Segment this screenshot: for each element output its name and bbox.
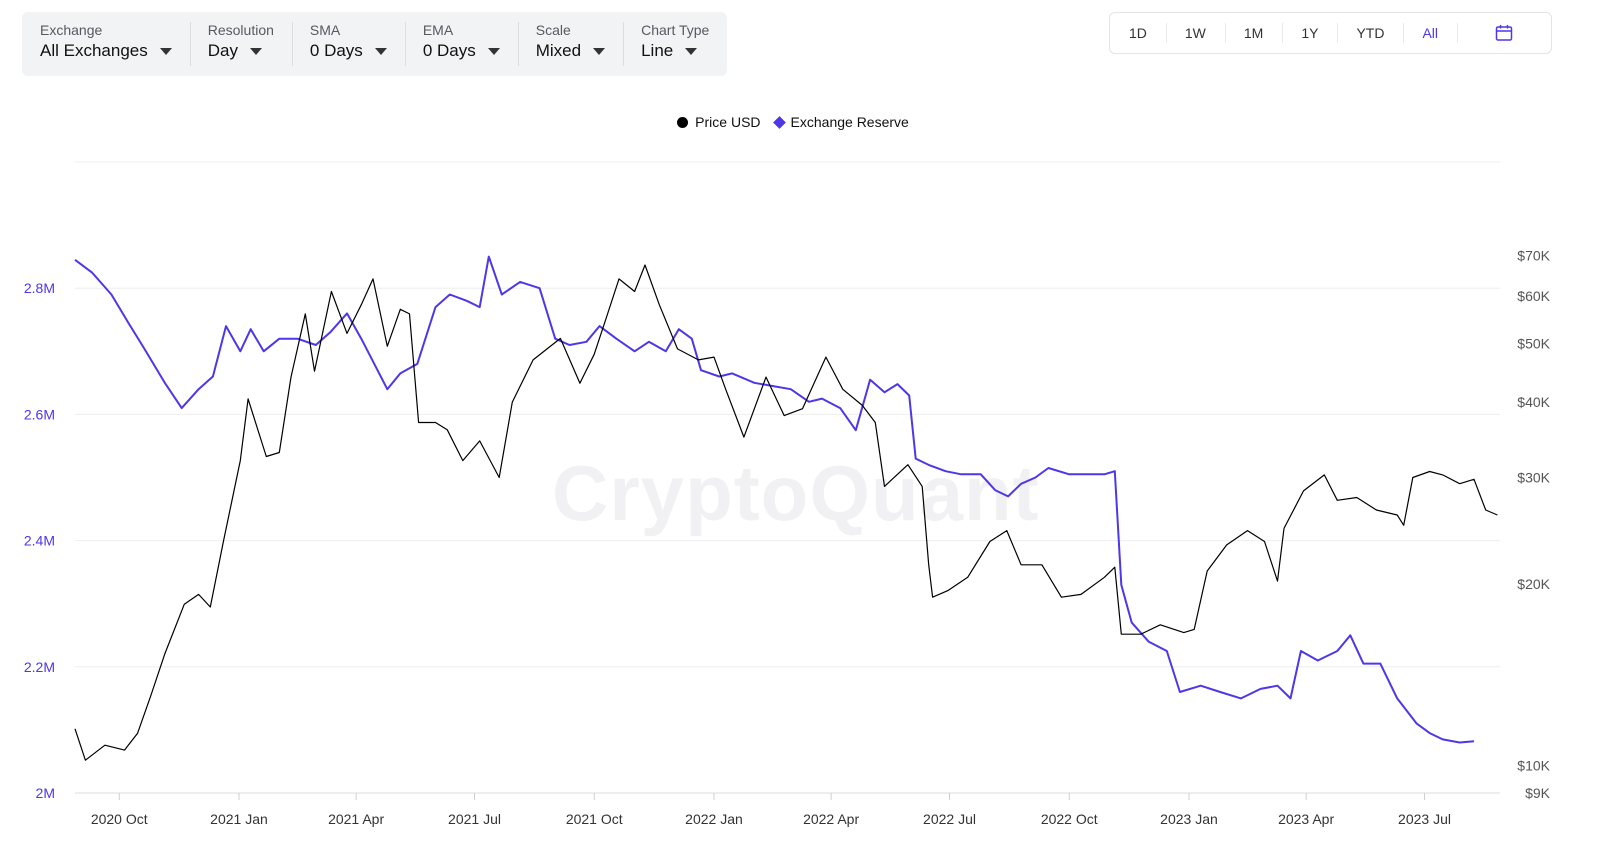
x-tick-label: 2023 Jan [1160, 811, 1218, 827]
y-left-tick-label: 2.6M [24, 406, 55, 422]
ema-select-label: EMA [422, 22, 454, 38]
range-button-all[interactable]: All [1403, 13, 1457, 53]
legend-label-price: Price USD [695, 114, 761, 130]
range-button-1m[interactable]: 1M [1224, 13, 1282, 53]
y-right-tick-label: $10K [1517, 757, 1550, 773]
series-line-exchange-reserve [74, 255, 1475, 744]
y-right-tick-label: $70K [1517, 247, 1550, 263]
chart-type-select-label: Chart Type [641, 22, 710, 38]
caret-down-icon [249, 48, 262, 56]
circle-marker-icon [677, 116, 689, 128]
y-right-tick-label: $60K [1517, 288, 1550, 304]
y-right-tick-label: $30K [1517, 470, 1550, 486]
exchange-select-label: Exchange [40, 22, 103, 38]
x-tick-label: 2023 Jul [1398, 811, 1451, 827]
caret-down-icon [159, 48, 172, 56]
calendar-icon [1495, 25, 1513, 41]
filter-toolbar: Exchange All Exchanges Resolution Day SM… [22, 12, 728, 76]
ema-select-value: 0 Days [422, 41, 476, 60]
exchange-select[interactable]: Exchange All Exchanges [22, 12, 190, 76]
resolution-select-label: Resolution [207, 22, 274, 38]
x-tick-label: 2023 Apr [1278, 811, 1334, 827]
chart-type-select-value: Line [641, 41, 674, 60]
range-button-1y[interactable]: 1Y [1282, 13, 1337, 53]
sma-select[interactable]: SMA 0 Days [291, 12, 405, 76]
caret-down-icon [487, 48, 500, 56]
resolution-select-value: Day [207, 41, 238, 60]
y-right-tick-label: $9K [1525, 785, 1551, 801]
caret-down-icon [685, 48, 698, 56]
ema-select[interactable]: EMA 0 Days [404, 12, 518, 76]
range-button-1w[interactable]: 1W [1165, 13, 1225, 53]
x-tick-label: 2021 Jan [210, 811, 268, 827]
sma-select-value: 0 Days [309, 41, 363, 60]
y-left-tick-label: 2.2M [24, 659, 55, 675]
y-right-tick-label: $50K [1517, 336, 1550, 352]
scale-select-label: Scale [535, 22, 571, 38]
legend-label-reserve: Exchange Reserve [790, 114, 909, 130]
x-tick-label: 2022 Jan [685, 811, 743, 827]
scale-select[interactable]: Scale Mixed [517, 12, 623, 76]
x-tick-label: 2021 Oct [566, 811, 623, 827]
y-left-tick-label: 2.8M [24, 280, 55, 296]
y-right-tick-label: $20K [1517, 576, 1550, 592]
legend-item-reserve[interactable]: Exchange Reserve [772, 114, 909, 130]
y-left-tick-label: 2M [36, 785, 55, 801]
x-tick-label: 2022 Apr [803, 811, 859, 827]
chart-type-select[interactable]: Chart Type Line [623, 12, 727, 76]
range-button-1d[interactable]: 1D [1128, 25, 1147, 41]
scale-select-value: Mixed [535, 41, 582, 60]
x-tick-label: 2021 Jul [448, 811, 501, 827]
chart-legend: Price USD Exchange Reserve [0, 114, 1600, 130]
series-line-price-usd [74, 264, 1498, 761]
x-tick-label: 2022 Jul [923, 811, 976, 827]
x-tick-label: 2020 Oct [91, 811, 148, 827]
time-range-selector: 1D 1W 1M 1Y YTD All [1108, 12, 1552, 54]
sma-select-label: SMA [309, 22, 341, 38]
x-tick-label: 2022 Oct [1041, 811, 1098, 827]
calendar-button[interactable] [1457, 13, 1551, 53]
resolution-select[interactable]: Resolution Day [189, 12, 292, 76]
x-tick-label: 2021 Apr [328, 811, 384, 827]
y-left-tick-label: 2.4M [24, 533, 55, 549]
caret-down-icon [374, 48, 387, 56]
legend-item-price[interactable]: Price USD [677, 114, 761, 130]
y-right-tick-label: $40K [1517, 394, 1550, 410]
range-button-ytd[interactable]: YTD [1337, 13, 1403, 53]
caret-down-icon [593, 48, 606, 56]
exchange-select-value: All Exchanges [40, 41, 148, 60]
